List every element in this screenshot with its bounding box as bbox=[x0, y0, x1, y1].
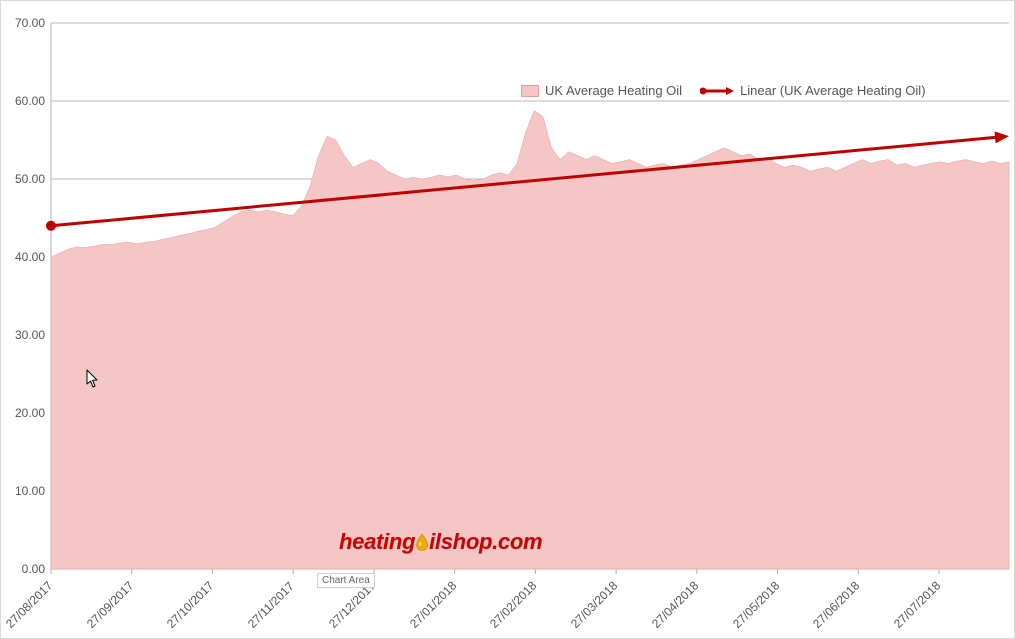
y-tick-label: 20.00 bbox=[9, 406, 45, 420]
chart-area-tooltip: Chart Area bbox=[317, 573, 375, 588]
oil-drop-icon bbox=[415, 531, 429, 549]
y-tick-label: 40.00 bbox=[9, 250, 45, 264]
y-tick-label: 30.00 bbox=[9, 328, 45, 342]
tooltip-text: Chart Area bbox=[322, 575, 370, 586]
watermark-text-3: .com bbox=[492, 529, 542, 555]
y-tick-label: 50.00 bbox=[9, 172, 45, 186]
watermark-text-2: ilshop bbox=[429, 529, 492, 555]
legend: UK Average Heating Oil Linear (UK Averag… bbox=[521, 83, 926, 98]
watermark-text-1: heating bbox=[339, 529, 415, 555]
legend-label-trend: Linear (UK Average Heating Oil) bbox=[740, 83, 925, 98]
y-tick-label: 0.00 bbox=[9, 562, 45, 576]
legend-item-trend: Linear (UK Average Heating Oil) bbox=[700, 83, 925, 98]
watermark-logo: heating ilshop .com bbox=[339, 529, 542, 555]
legend-label-area: UK Average Heating Oil bbox=[545, 83, 682, 98]
chart-container: 0.0010.0020.0030.0040.0050.0060.0070.00 … bbox=[0, 0, 1015, 639]
y-tick-label: 60.00 bbox=[9, 94, 45, 108]
y-tick-label: 70.00 bbox=[9, 16, 45, 30]
legend-item-area: UK Average Heating Oil bbox=[521, 83, 682, 98]
legend-swatch-line bbox=[700, 85, 734, 97]
mouse-cursor-icon bbox=[86, 369, 100, 389]
legend-swatch-area bbox=[521, 85, 539, 97]
y-tick-label: 10.00 bbox=[9, 484, 45, 498]
